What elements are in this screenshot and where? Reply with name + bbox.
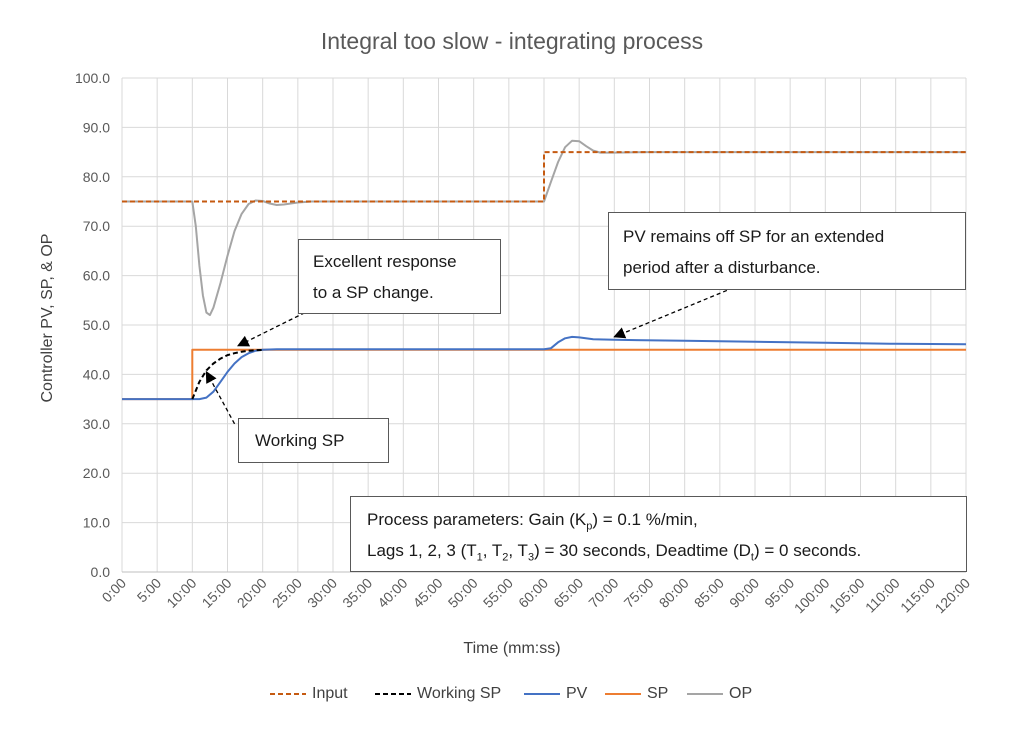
annotation-working-sp: Working SP: [238, 418, 389, 463]
annotation-line: PV remains off SP for an extended: [623, 227, 885, 246]
legend-item: Input: [268, 682, 348, 706]
x-tick-label: 25:00: [269, 575, 305, 611]
y-tick-label: 90.0: [83, 119, 110, 135]
legend-swatch: [375, 693, 411, 695]
legend-label: OP: [729, 685, 753, 702]
annotation-text: Lags 1, 2, 3 (T: [367, 541, 477, 560]
y-tick-label: 40.0: [83, 366, 110, 382]
y-tick-label: 80.0: [83, 169, 110, 185]
x-tick-label: 40:00: [374, 575, 410, 611]
y-tick-label: 100.0: [75, 70, 110, 86]
x-tick-label: 5:00: [134, 575, 165, 606]
x-axis-label: Time (mm:ss): [463, 640, 561, 657]
series-lines: [122, 139, 967, 401]
legend-item: SP: [603, 682, 668, 706]
annotation-line: to a SP change.: [313, 283, 434, 302]
x-tick-label: 100:00: [791, 575, 833, 617]
x-tick-label: 110:00: [862, 575, 903, 616]
legend-swatch: [524, 693, 560, 695]
annotation-text: ) = 0.1 %/min,: [592, 510, 698, 529]
x-tick-label: 55:00: [480, 575, 516, 611]
annotation-arrow: [613, 289, 728, 339]
legend-item: OP: [685, 682, 752, 706]
x-tick-label: 105:00: [826, 575, 868, 617]
annotation-subscript: 3: [527, 551, 535, 564]
annotation-process-parameters: Process parameters: Gain (Kp) = 0.1 %/mi…: [350, 496, 967, 572]
x-tick-label: 75:00: [621, 575, 657, 611]
x-tick-label: 10:00: [163, 575, 199, 611]
x-tick-label: 60:00: [515, 575, 551, 611]
annotation-text: ) = 0 seconds.: [753, 541, 862, 560]
annotation-arrows: [205, 289, 728, 425]
y-tick-label: 20.0: [83, 465, 110, 481]
annotation-excellent-response: Excellent response to a SP change.: [298, 239, 501, 314]
y-tick-label: 50.0: [83, 317, 110, 333]
annotation-line: Working SP: [255, 431, 345, 450]
legend-item: Working SP: [373, 682, 501, 706]
annotation-line: Lags 1, 2, 3 (T1, T2, T3) = 30 seconds, …: [367, 535, 950, 566]
x-tick-label: 30:00: [304, 575, 340, 611]
x-tick-label: 90:00: [726, 575, 762, 611]
legend-label: PV: [566, 685, 588, 702]
annotation-text: , T: [482, 541, 503, 560]
x-tick-label: 35:00: [339, 575, 375, 611]
y-tick-label: 0.0: [91, 564, 111, 580]
y-axis-label: Controller PV, SP, & OP: [39, 233, 56, 403]
y-tick-label: 10.0: [83, 515, 110, 531]
series-line-pv: [122, 335, 967, 401]
y-tick-label: 60.0: [83, 268, 110, 284]
legend-item: PV: [522, 682, 587, 706]
annotation-subscript: t: [750, 551, 754, 564]
x-tick-label: 80:00: [656, 575, 692, 611]
annotation-text: Process parameters: Gain (K: [367, 510, 587, 529]
legend: Input Working SP PV SP OP: [0, 682, 1024, 706]
x-tick-label: 20:00: [234, 575, 270, 611]
legend-label: Working SP: [417, 685, 502, 702]
x-tick-label: 115:00: [897, 575, 938, 616]
chart-title: Integral too slow - integrating process: [320, 28, 704, 54]
annotation-line: Process parameters: Gain (Kp) = 0.1 %/mi…: [367, 504, 950, 535]
legend-label: SP: [647, 685, 669, 702]
x-tick-label: 15:00: [199, 575, 235, 611]
grid-lines: [121, 77, 967, 573]
y-tick-label: 30.0: [83, 416, 110, 432]
series-line-working-sp: [191, 348, 263, 400]
legend-label: Input: [312, 685, 348, 702]
annotation-line: Excellent response: [313, 252, 457, 271]
series-line-input: [122, 151, 966, 203]
series-line-op: [122, 139, 966, 317]
x-tick-label: 85:00: [691, 575, 727, 611]
legend-swatch: [605, 693, 641, 695]
x-tick-label: 45:00: [410, 575, 446, 611]
x-tick-label: 65:00: [550, 575, 586, 611]
annotation-text: , T: [508, 541, 528, 560]
annotation-pv-off-sp: PV remains off SP for an extended period…: [608, 212, 966, 290]
annotation-line: period after a disturbance.: [623, 258, 821, 277]
annotation-arrow: [237, 312, 306, 347]
annotation-subscript: p: [586, 520, 593, 533]
y-tick-label: 70.0: [83, 218, 110, 234]
legend-swatch: [270, 693, 306, 695]
annotation-arrow: [205, 370, 236, 425]
annotation-subscript: 1: [476, 551, 483, 564]
x-tick-label: 50:00: [445, 575, 481, 611]
annotation-subscript: 2: [502, 551, 509, 564]
x-tick-label: 70:00: [585, 575, 621, 611]
legend-swatch: [687, 693, 723, 695]
annotation-text: ) = 30 seconds, Deadtime (D: [534, 541, 751, 560]
x-tick-label: 120:00: [932, 575, 974, 617]
